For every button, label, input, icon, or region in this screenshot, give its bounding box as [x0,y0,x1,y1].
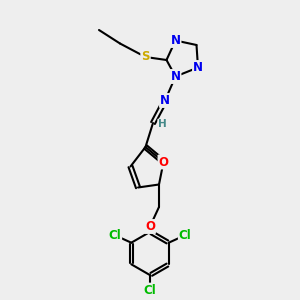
Text: N: N [170,70,181,83]
Text: Cl: Cl [144,284,156,297]
Text: H: H [158,119,167,130]
Text: N: N [160,94,170,107]
Text: N: N [170,34,181,47]
Text: N: N [193,61,203,74]
Text: O: O [158,155,169,169]
Text: Cl: Cl [108,229,121,242]
Text: Cl: Cl [179,229,192,242]
Text: O: O [145,220,155,233]
Text: S: S [141,50,150,64]
